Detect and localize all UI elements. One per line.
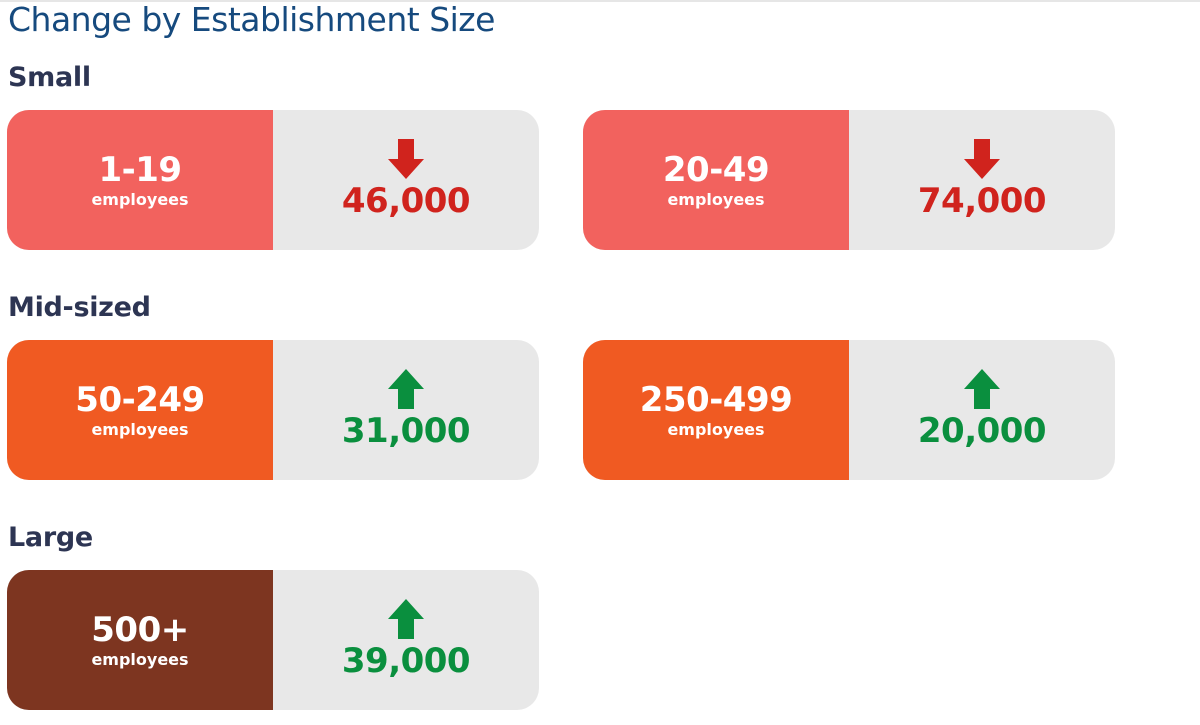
arrow-up-icon bbox=[388, 599, 424, 639]
card-range: 1-19 bbox=[98, 150, 182, 190]
card-value-panel: 74,000 bbox=[849, 110, 1115, 250]
arrow-down-icon bbox=[964, 139, 1000, 179]
page-title: Change by Establishment Size bbox=[8, 0, 495, 39]
arrow-up-icon bbox=[388, 369, 424, 409]
card-label-panel: 20-49 employees bbox=[583, 110, 849, 250]
card-label-panel: 500+ employees bbox=[7, 570, 273, 710]
top-divider bbox=[0, 0, 1200, 2]
size-card-500-plus: 500+ employees 39,000 bbox=[7, 570, 539, 710]
section-heading-mid-sized: Mid-sized bbox=[8, 292, 151, 323]
card-value-panel: 20,000 bbox=[849, 340, 1115, 480]
arrow-up-icon bbox=[964, 369, 1000, 409]
card-label-panel: 1-19 employees bbox=[7, 110, 273, 250]
card-range: 500+ bbox=[91, 610, 189, 650]
card-label-panel: 250-499 employees bbox=[583, 340, 849, 480]
card-value-panel: 31,000 bbox=[273, 340, 539, 480]
card-unit: employees bbox=[667, 420, 765, 439]
card-unit: employees bbox=[91, 650, 189, 669]
card-range: 250-499 bbox=[639, 380, 793, 420]
section-heading-large: Large bbox=[8, 522, 93, 553]
card-range: 50-249 bbox=[75, 380, 205, 420]
card-value: 20,000 bbox=[917, 411, 1047, 451]
card-value: 74,000 bbox=[917, 181, 1047, 221]
card-value-panel: 39,000 bbox=[273, 570, 539, 710]
section-heading-small: Small bbox=[8, 62, 91, 93]
card-value-panel: 46,000 bbox=[273, 110, 539, 250]
card-value: 39,000 bbox=[341, 641, 471, 681]
card-value: 46,000 bbox=[341, 181, 471, 221]
card-label-panel: 50-249 employees bbox=[7, 340, 273, 480]
card-unit: employees bbox=[91, 420, 189, 439]
size-card-50-249: 50-249 employees 31,000 bbox=[7, 340, 539, 480]
card-unit: employees bbox=[667, 190, 765, 209]
size-card-1-19: 1-19 employees 46,000 bbox=[7, 110, 539, 250]
card-value: 31,000 bbox=[341, 411, 471, 451]
size-card-250-499: 250-499 employees 20,000 bbox=[583, 340, 1115, 480]
card-range: 20-49 bbox=[662, 150, 770, 190]
card-unit: employees bbox=[91, 190, 189, 209]
size-card-20-49: 20-49 employees 74,000 bbox=[583, 110, 1115, 250]
arrow-down-icon bbox=[388, 139, 424, 179]
